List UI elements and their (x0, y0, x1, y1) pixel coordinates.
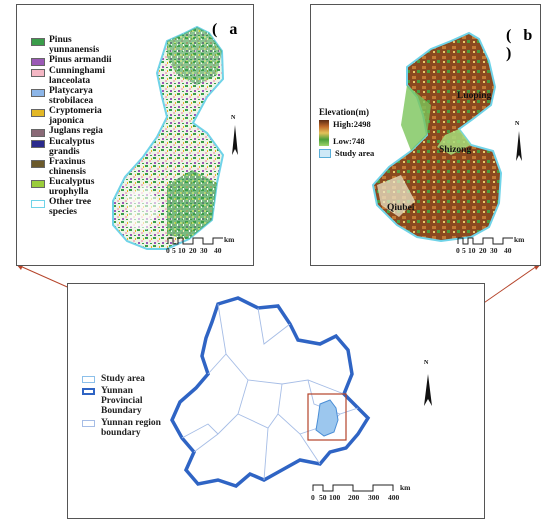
elevation-gradient (319, 120, 329, 146)
legend-swatch (82, 388, 95, 395)
panel-c-yunnan-map: Study area Yunnan Provincial Boundary Yu… (67, 283, 485, 519)
legend-label: Pinus yunnanensis (49, 35, 100, 55)
yunnan-legend: Study area Yunnan Provincial Boundary Yu… (82, 374, 161, 440)
legend-label: Other tree species (49, 197, 92, 217)
legend-swatch (31, 129, 45, 137)
legend-swatch (82, 420, 95, 427)
legend-swatch (31, 180, 45, 188)
legend-label: Eucalyptus grandis (49, 137, 95, 157)
north-label-b: N (515, 121, 520, 127)
north-label-a: N (231, 115, 236, 121)
scale-label: 40 (214, 246, 222, 255)
yunnan-province-outline (170, 296, 371, 488)
legend-item: Other tree species (31, 197, 121, 217)
legend-label: Eucalyptus urophylla (49, 177, 95, 197)
scale-label: 20 (479, 246, 487, 255)
legend-high-label: High:2498 (333, 119, 371, 129)
scale-label: 5 (462, 246, 466, 255)
panel-a-tree-species-map: ( a ) Pinus yunnanensis Pinus armandii (16, 4, 254, 266)
study-area-highlight-box (307, 393, 347, 441)
scale-label: 200 (348, 493, 360, 502)
place-luoping: Luoping (457, 91, 492, 101)
legend-swatch (31, 200, 45, 208)
study-area (315, 399, 339, 437)
place-qiubei: Qiubei (387, 203, 415, 213)
legend-item-high: High:2498 Low:748 (319, 119, 374, 147)
legend-item: Fraxinus chinensis (31, 157, 121, 177)
legend-item: Cryptomeria japonica (31, 106, 121, 126)
legend-label: Yunnan Provincial Boundary (101, 386, 143, 416)
panel-b-elevation-map: ( b ) Luoping Shizong Qiubei Elevation(m (310, 4, 541, 266)
north-arrow-c (424, 374, 432, 406)
scale-label: 300 (368, 493, 380, 502)
legend-item: Pinus armandii (31, 55, 121, 66)
scale-unit: km (224, 235, 235, 244)
scale-bar-c: 0 50 100 200 300 400 km (311, 483, 422, 504)
scale-label: 0 (166, 246, 170, 255)
scale-bar-b: 0 5 10 20 30 40 km (456, 235, 537, 255)
legend-item: Yunnan Provincial Boundary (82, 386, 161, 416)
north-label-c: N (424, 360, 429, 366)
legend-item: Pinus yunnanensis (31, 35, 121, 55)
legend-low-label: Low:748 (333, 136, 365, 146)
scale-label: 100 (329, 493, 341, 502)
yunnan-map (170, 296, 371, 488)
elevation-map (371, 31, 503, 243)
legend-swatch (31, 38, 45, 46)
region-boundaries (181, 303, 359, 481)
scale-bar-a: 0 5 10 20 30 40 km (166, 235, 247, 255)
legend-item-study-area: Study area (319, 148, 374, 159)
scale-label: 10 (468, 246, 476, 255)
legend-item: Eucalyptus grandis (31, 137, 121, 157)
legend-item: Yunnan region boundary (82, 418, 161, 438)
legend-item: Juglans regia (31, 126, 121, 137)
species-legend: Pinus yunnanensis Pinus armandii Cunning… (31, 35, 121, 217)
legend-label: Study area (101, 374, 145, 384)
legend-swatch (31, 109, 45, 117)
scale-unit: km (400, 483, 411, 492)
scale-label: 20 (189, 246, 197, 255)
scale-label: 30 (200, 246, 208, 255)
legend-item: Eucalyptus urophylla (31, 177, 121, 197)
scale-label: 0 (311, 493, 315, 502)
legend-item: Cunninghami lanceolata (31, 66, 121, 86)
legend-title: Elevation(m) (319, 107, 369, 117)
scale-label: 0 (456, 246, 460, 255)
species-map (112, 25, 225, 250)
elevation-legend: Elevation(m) High:2498 Low:748 Study are… (319, 107, 374, 159)
north-arrow-a (232, 125, 238, 155)
legend-swatch (31, 140, 45, 148)
legend-swatch (319, 149, 331, 158)
scale-unit: km (514, 235, 525, 244)
legend-label: Juglans regia (49, 126, 103, 136)
legend-label: Fraxinus chinensis (49, 157, 86, 177)
legend-swatch (82, 376, 95, 383)
legend-label: Pinus armandii (49, 55, 112, 65)
scale-label: 400 (388, 493, 400, 502)
scale-label: 10 (178, 246, 186, 255)
legend-swatch (31, 58, 45, 66)
legend-label: Cryptomeria japonica (49, 106, 102, 126)
legend-label: Yunnan region boundary (101, 418, 161, 438)
legend-swatch (31, 89, 45, 97)
legend-item: Study area (82, 374, 161, 384)
legend-swatch (31, 69, 45, 77)
scale-label: 40 (504, 246, 512, 255)
place-shizong: Shizong (439, 145, 472, 155)
scale-label: 5 (172, 246, 176, 255)
legend-label: Cunninghami lanceolata (49, 66, 105, 86)
panel-b-label: ( b ) (506, 27, 537, 62)
scale-label: 30 (490, 246, 498, 255)
legend-label: Study area (335, 148, 375, 158)
legend-item: Platycarya strobilacea (31, 86, 121, 106)
north-arrow-b (516, 131, 522, 161)
legend-label: Platycarya strobilacea (49, 86, 94, 106)
scale-label: 50 (319, 493, 327, 502)
legend-swatch (31, 160, 45, 168)
